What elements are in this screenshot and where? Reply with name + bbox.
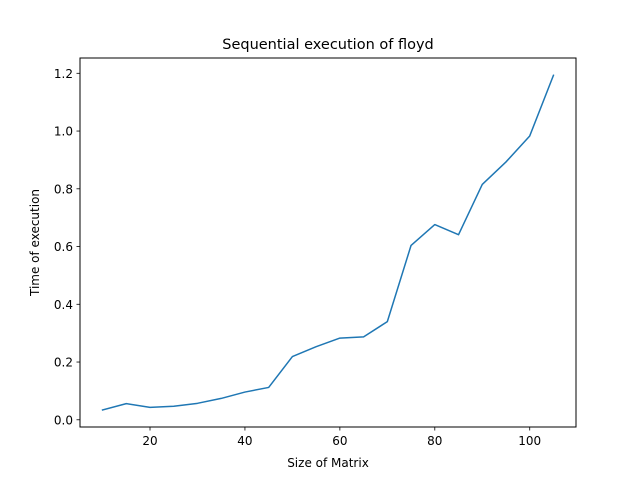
y-tick-label: 1.0 bbox=[54, 125, 73, 139]
plot-area bbox=[101, 74, 555, 411]
x-tick-label: 60 bbox=[332, 434, 347, 448]
y-axis-title: Time of execution bbox=[28, 189, 42, 297]
y-tick-label: 0.8 bbox=[54, 182, 73, 196]
y-tick-label: 0.0 bbox=[54, 413, 73, 427]
y-tick-label: 0.2 bbox=[54, 356, 73, 370]
x-axis-title: Size of Matrix bbox=[287, 456, 369, 470]
series-line bbox=[101, 74, 555, 411]
y-tick-label: 0.6 bbox=[54, 240, 73, 254]
x-tick-label: 40 bbox=[237, 434, 252, 448]
x-tick-label: 80 bbox=[427, 434, 442, 448]
axes-frame bbox=[79, 57, 577, 428]
x-tick-label: 100 bbox=[518, 434, 541, 448]
y-tick-label: 0.4 bbox=[54, 298, 73, 312]
chart-title: Sequential execution of floyd bbox=[222, 37, 434, 53]
x-tick-label: 20 bbox=[142, 434, 157, 448]
y-tick-label: 1.2 bbox=[54, 67, 73, 81]
